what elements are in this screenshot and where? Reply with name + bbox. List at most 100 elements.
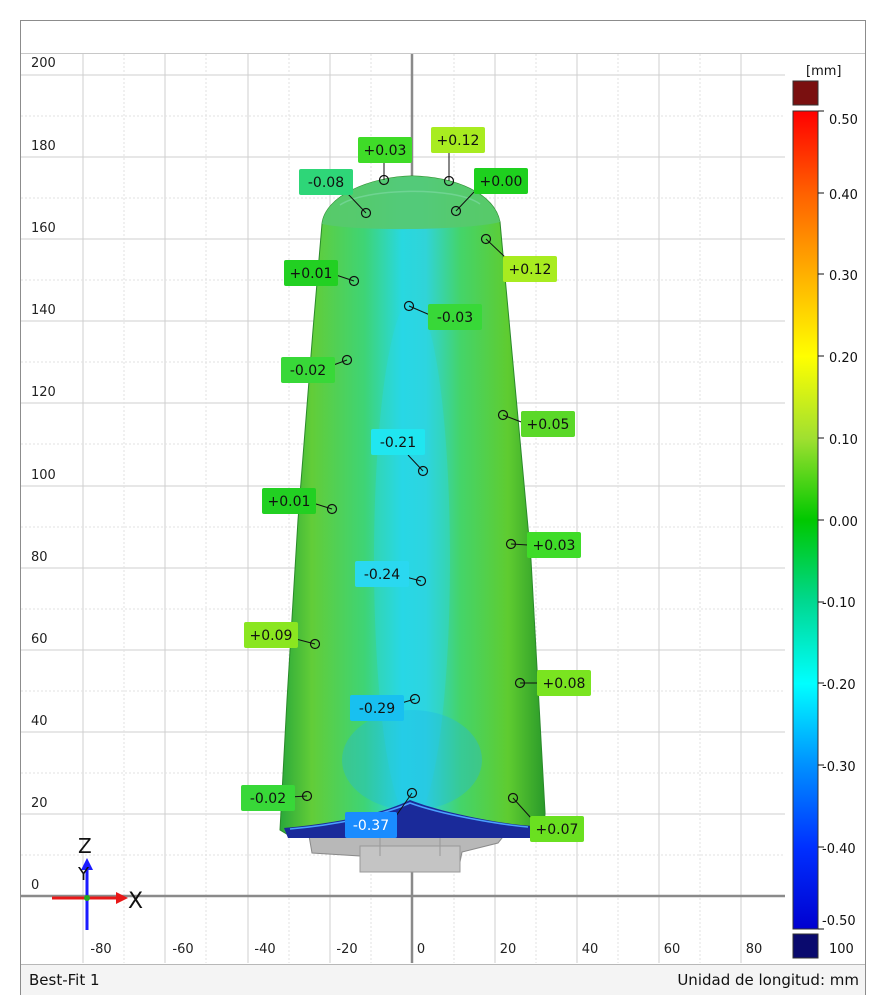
callout-box xyxy=(521,411,575,437)
color-scale-label: 0.00 xyxy=(829,515,858,530)
callout-value: -0.37 xyxy=(353,818,389,834)
unit-label: Unidad de longitud: mm xyxy=(677,971,859,989)
callout-value: -0.29 xyxy=(359,701,395,717)
callout-value: -0.03 xyxy=(437,310,473,326)
callout-box xyxy=(284,260,338,286)
deviation-callout[interactable]: +0.05 xyxy=(521,411,575,437)
callout-value: -0.21 xyxy=(380,435,416,451)
x-tick-label: -20 xyxy=(336,942,357,957)
callout-value: +0.09 xyxy=(250,628,293,644)
measure-point-markers xyxy=(301,174,526,804)
callout-box xyxy=(428,304,482,330)
callout-value: +0.12 xyxy=(437,133,480,149)
deviation-callout[interactable]: +0.12 xyxy=(431,127,485,153)
callout-value: +0.00 xyxy=(480,174,523,190)
deviation-callout[interactable]: -0.37 xyxy=(345,812,397,838)
deviation-callout[interactable]: -0.24 xyxy=(355,561,409,587)
callout-box xyxy=(241,785,295,811)
callout-box xyxy=(281,357,335,383)
deviation-callout[interactable]: -0.21 xyxy=(371,429,425,455)
triad-z-label: Z xyxy=(78,834,92,858)
callout-box xyxy=(345,812,397,838)
y-tick-label: 140 xyxy=(31,303,56,318)
callout-value: +0.12 xyxy=(509,262,552,278)
triad-x-label: X xyxy=(128,889,143,914)
callout-box xyxy=(527,532,581,558)
y-tick-label: 80 xyxy=(31,550,48,565)
callout-box xyxy=(299,169,353,195)
y-tick-label: 120 xyxy=(31,385,56,400)
triad-y-label: Y xyxy=(77,864,90,885)
callout-value: +0.01 xyxy=(290,266,333,282)
y-tick-label: 60 xyxy=(31,632,48,647)
color-scale-label: 0.10 xyxy=(829,433,858,448)
color-scale-label: 0.30 xyxy=(829,269,858,284)
deviation-callout[interactable]: -0.03 xyxy=(428,304,482,330)
color-scale-label: 0.40 xyxy=(829,188,858,203)
y-tick-label: 0 xyxy=(31,878,39,893)
deviation-callout[interactable]: -0.29 xyxy=(350,695,404,721)
callout-value: +0.08 xyxy=(543,676,586,692)
y-tick-label: 100 xyxy=(31,468,56,483)
callout-box xyxy=(358,137,412,163)
deviation-callout[interactable]: -0.02 xyxy=(281,357,335,383)
deviation-callout[interactable]: +0.00 xyxy=(474,168,528,194)
deviation-callout[interactable]: +0.03 xyxy=(527,532,581,558)
deviation-callout[interactable]: +0.12 xyxy=(503,256,557,282)
callout-box xyxy=(537,670,591,696)
callout-box xyxy=(262,488,316,514)
callout-box xyxy=(350,695,404,721)
color-scale-label: -0.10 xyxy=(822,596,856,611)
color-scale-label: -0.30 xyxy=(822,760,856,775)
color-scale-legend: [mm] 0.50 0.40 0.30 0.20 0.10 0.00 -0.10… xyxy=(786,54,865,964)
x-tick-label: 80 xyxy=(746,942,763,957)
x-tick-label: -80 xyxy=(90,942,111,957)
y-tick-label: 40 xyxy=(31,714,48,729)
3d-viewport[interactable]: 200 180 160 140 120 100 80 60 40 20 0 -8… xyxy=(21,54,865,964)
callout-box xyxy=(474,168,528,194)
x-tick-label: 0 xyxy=(417,942,425,957)
y-tick-label: 160 xyxy=(31,221,56,236)
color-scale-label: -0.20 xyxy=(822,678,856,693)
callout-labels: +0.03 +0.12 -0.08 +0.00 +0.12 +0.01 -0.0… xyxy=(241,127,591,842)
color-scale-overflow-label: 100 xyxy=(829,942,854,957)
color-scale-bar xyxy=(792,110,819,930)
callout-box xyxy=(244,622,298,648)
deviation-callout[interactable]: -0.08 xyxy=(299,169,353,195)
callout-value: +0.07 xyxy=(536,822,579,838)
color-scale-label: -0.50 xyxy=(822,914,856,929)
overflow-high-swatch xyxy=(792,80,819,106)
deviation-callout[interactable]: +0.07 xyxy=(530,816,584,842)
callout-value: +0.03 xyxy=(533,538,576,554)
base-fixture xyxy=(307,818,512,873)
deviation-callout[interactable]: +0.09 xyxy=(244,622,298,648)
color-scale-label: 0.20 xyxy=(829,351,858,366)
callout-value: -0.08 xyxy=(308,175,344,191)
result-name: Best-Fit 1 xyxy=(29,971,100,989)
callout-box xyxy=(371,429,425,455)
viewer-header xyxy=(21,21,865,54)
y-tick-label: 20 xyxy=(31,796,48,811)
color-scale-unit: [mm] xyxy=(806,64,841,79)
x-tick-label: -60 xyxy=(172,942,193,957)
callout-value: -0.24 xyxy=(364,567,400,583)
deviation-callout[interactable]: +0.08 xyxy=(537,670,591,696)
deviation-callout[interactable]: +0.01 xyxy=(284,260,338,286)
callout-box xyxy=(503,256,557,282)
color-scale-label: -0.40 xyxy=(822,842,856,857)
status-bar: Best-Fit 1 Unidad de longitud: mm xyxy=(21,964,865,995)
callout-value: +0.01 xyxy=(268,494,311,510)
y-tick-label: 180 xyxy=(31,139,56,154)
x-tick-label: 40 xyxy=(582,942,599,957)
y-tick-label: 200 xyxy=(31,56,56,71)
deviation-callout[interactable]: +0.03 xyxy=(358,137,412,163)
deviation-callout[interactable]: -0.02 xyxy=(241,785,295,811)
callout-box xyxy=(530,816,584,842)
callout-value: +0.05 xyxy=(527,417,570,433)
deviation-callout[interactable]: +0.01 xyxy=(262,488,316,514)
x-tick-label: 60 xyxy=(664,942,681,957)
callout-value: +0.03 xyxy=(364,143,407,159)
overflow-low-swatch xyxy=(792,933,819,959)
x-tick-label: -40 xyxy=(254,942,275,957)
x-tick-label: 20 xyxy=(500,942,517,957)
